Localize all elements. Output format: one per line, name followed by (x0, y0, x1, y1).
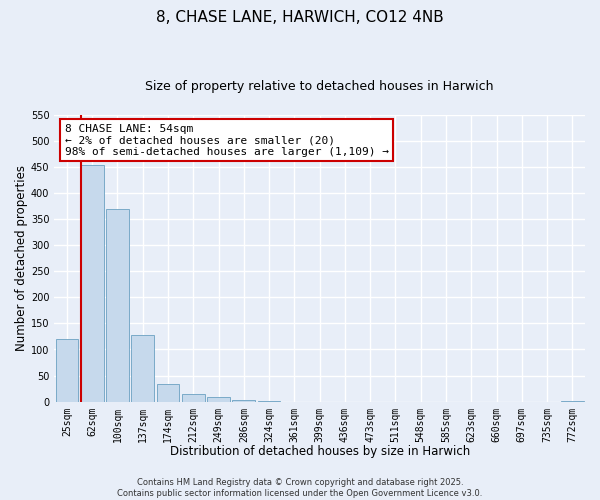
Y-axis label: Number of detached properties: Number of detached properties (15, 166, 28, 352)
Bar (56, 339, 78, 402)
Bar (182, 394, 205, 402)
Bar (207, 398, 230, 402)
X-axis label: Distribution of detached houses by size in Harwich: Distribution of detached houses by size … (170, 444, 470, 458)
Bar (258, 401, 280, 402)
Text: Contains HM Land Registry data © Crown copyright and database right 2025.
Contai: Contains HM Land Registry data © Crown c… (118, 478, 482, 498)
Text: 8 CHASE LANE: 54sqm
← 2% of detached houses are smaller (20)
98% of semi-detache: 8 CHASE LANE: 54sqm ← 2% of detached hou… (65, 124, 389, 157)
Title: Size of property relative to detached houses in Harwich: Size of property relative to detached ho… (145, 80, 494, 93)
Bar (157, 384, 179, 402)
Bar (232, 400, 255, 402)
Bar (81, 164, 104, 402)
Bar (106, 209, 129, 402)
Text: 8, CHASE LANE, HARWICH, CO12 4NB: 8, CHASE LANE, HARWICH, CO12 4NB (156, 10, 444, 25)
Bar (561, 401, 584, 402)
Bar (131, 335, 154, 402)
